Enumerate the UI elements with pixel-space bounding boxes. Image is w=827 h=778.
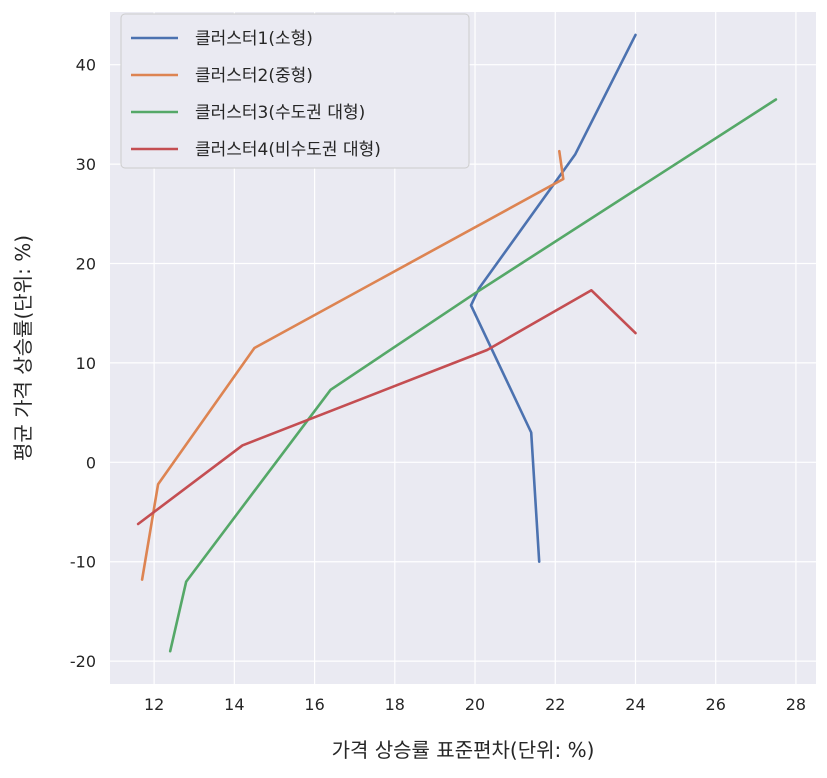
x-tick-labels: 12 14 16 18 20 22 24 26 28	[144, 695, 806, 714]
legend-label-cluster-3: 클러스터3(수도권 대형)	[195, 103, 365, 123]
legend-label-cluster-2: 클러스터2(중형)	[195, 66, 313, 86]
legend-box	[120, 13, 470, 169]
x-tick-label: 22	[545, 695, 565, 714]
y-tick-label: 0	[86, 453, 96, 472]
x-axis-label: 가격 상승률 표준편차(단위: %)	[332, 738, 595, 762]
legend-label-cluster-1: 클러스터1(소형)	[195, 29, 313, 49]
y-tick-labels: -20 -10 0 10 20 30 40	[70, 56, 96, 671]
series-line-cluster-2	[140, 149, 565, 581]
x-tick-label: 28	[786, 695, 806, 714]
legend-label-cluster-4: 클러스터4(비수도권 대형)	[195, 140, 381, 160]
y-axis-label: 평균 가격 상승률(단위: %)	[11, 235, 35, 461]
x-tick-label: 14	[224, 695, 244, 714]
series-line-cluster-1	[469, 33, 637, 564]
y-tick-label: 20	[76, 255, 96, 274]
x-tick-label: 24	[625, 695, 645, 714]
series-lines	[136, 33, 778, 653]
x-tick-label: 16	[304, 695, 324, 714]
series-line-cluster-3	[168, 98, 778, 653]
x-tick-label: 20	[465, 695, 485, 714]
x-tick-label: 26	[706, 695, 726, 714]
x-tick-label: 12	[144, 695, 164, 714]
y-tick-label: 40	[76, 56, 96, 75]
y-tick-label: -20	[70, 652, 96, 671]
x-tick-label: 18	[385, 695, 405, 714]
legend: 클러스터1(소형) 클러스터2(중형) 클러스터3(수도권 대형) 클러스터4(비수도…	[120, 13, 470, 169]
y-tick-label: -10	[70, 553, 96, 572]
y-tick-label: 30	[76, 155, 96, 174]
series-line-cluster-4	[136, 288, 637, 526]
y-tick-label: 10	[76, 354, 96, 373]
